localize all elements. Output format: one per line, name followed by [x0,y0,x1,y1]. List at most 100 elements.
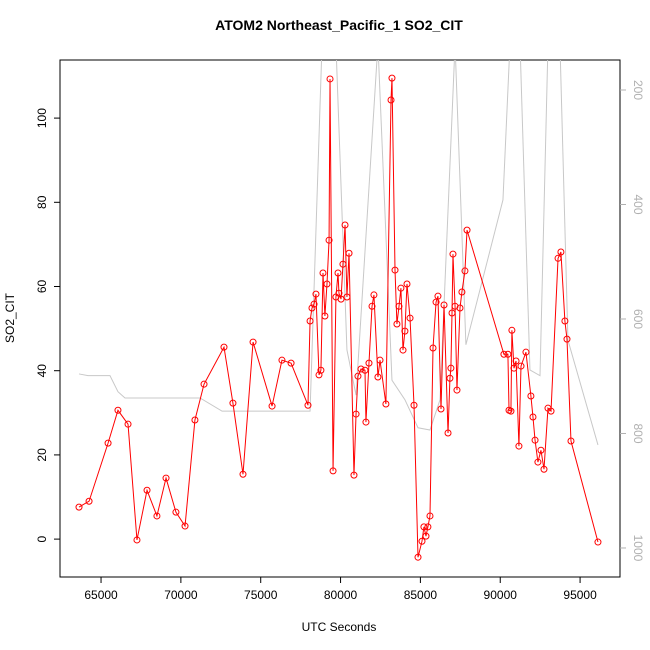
y2-tick-label: 800 [631,423,645,443]
data-point [75,503,83,511]
plot-area [75,60,602,561]
data-point [323,280,331,288]
data-point [153,512,161,520]
data-point [304,401,312,409]
data-point [448,309,456,317]
data-point [368,302,376,310]
data-point [403,280,411,288]
data-point [335,289,343,297]
data-point [370,291,378,299]
data-point [522,348,530,356]
data-point [162,474,170,482]
data-point [220,343,228,351]
y-axis-label: SO2_CIT [3,292,17,343]
data-point [444,429,452,437]
data-point [414,553,422,561]
data-point [104,439,112,447]
data-point [453,386,461,394]
data-point [365,359,373,367]
data-point [557,248,565,256]
data-point [531,436,539,444]
data-point [418,537,426,545]
data-point [239,470,247,478]
data-point [424,523,432,531]
data-point [114,406,122,414]
data-point [449,250,457,258]
data-point [500,350,508,358]
data-point [406,314,414,322]
data-point [361,366,369,374]
data-point [352,410,360,418]
data-point [517,362,525,370]
data-point [554,254,562,262]
y-tick-label: 100 [35,108,49,128]
y-tick-label: 60 [35,280,49,294]
y-tick-label: 0 [35,535,49,542]
data-point [563,335,571,343]
data-point [463,226,471,234]
data-point [451,302,459,310]
y2-tick-label: 600 [631,309,645,329]
data-point [287,359,295,367]
data-point [401,327,409,335]
data-point [124,420,132,428]
data-point [537,446,545,454]
data-point [399,346,407,354]
data-point [391,266,399,274]
y2-tick-label: 400 [631,194,645,214]
data-point [561,317,569,325]
x-tick-label: 85000 [404,588,438,602]
data-point [508,326,516,334]
data-point [376,356,384,364]
data-point [345,249,353,257]
data-point [143,486,151,494]
data-point [326,75,334,83]
data-point [458,288,466,296]
data-point [172,508,180,516]
data-point [321,312,329,320]
data-point [200,380,208,388]
data-point [325,236,333,244]
data-point [249,338,257,346]
chart-title: ATOM2 Northeast_Pacific_1 SO2_CIT [215,17,463,33]
data-point [507,407,515,415]
data-point [515,442,523,450]
plot-frame [59,59,621,578]
data-point [133,536,141,544]
data-point [278,356,286,364]
data-point [85,497,93,505]
data-point [437,405,445,413]
data-point [446,374,454,382]
data-point [388,74,396,82]
data-point [308,304,316,312]
data-point [510,364,518,372]
series-line [78,78,599,558]
data-point [354,372,362,380]
data-point [461,267,469,275]
x-tick-label: 65000 [84,588,118,602]
data-point [317,366,325,374]
data-point [420,523,428,531]
x-tick-label: 90000 [484,588,518,602]
y-tick-label: 80 [35,195,49,209]
data-point [310,300,318,308]
y2-tick-label: 1000 [631,535,645,562]
data-point [540,465,548,473]
data-point [319,269,327,277]
data-point [350,471,358,479]
data-point [329,467,337,475]
data-point [343,293,351,301]
x-tick-label: 70000 [164,588,198,602]
data-point [422,532,430,540]
data-point [434,292,442,300]
data-point [268,402,276,410]
x-axis-label: UTC Seconds [302,620,377,634]
data-point [547,407,555,415]
data-point [440,301,448,309]
data-point [339,260,347,268]
x-tick-label: 75000 [244,588,278,602]
data-point [306,317,314,325]
data-point [312,290,320,298]
data-point [374,373,382,381]
